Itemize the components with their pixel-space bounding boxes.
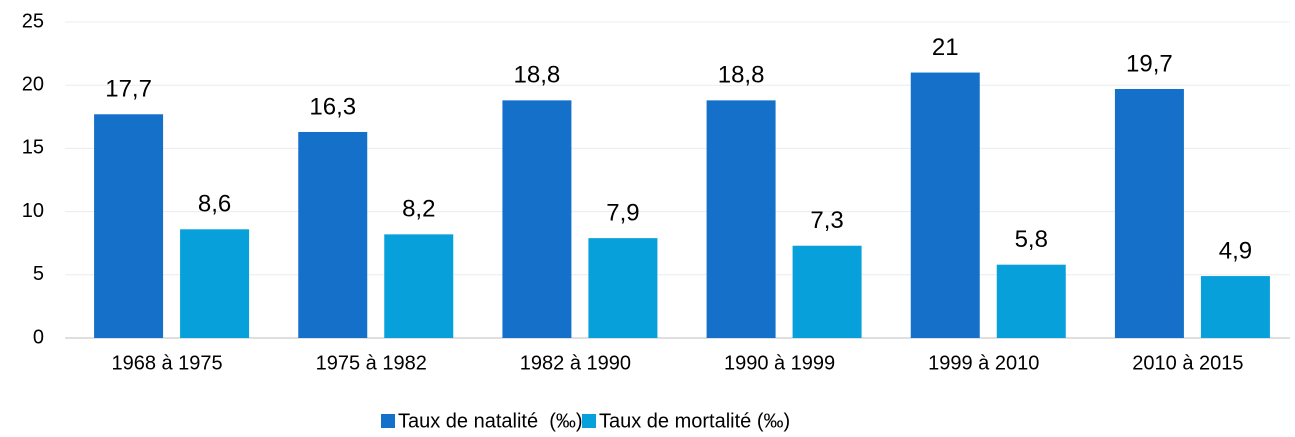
y-tick-label: 0 <box>33 326 44 348</box>
y-tick-label: 15 <box>22 137 44 159</box>
bar <box>910 72 980 338</box>
bar <box>996 264 1066 338</box>
bar <box>502 100 572 338</box>
bar <box>94 114 164 338</box>
legend-swatch <box>381 414 395 428</box>
value-label: 8,2 <box>402 196 435 223</box>
value-label: 21 <box>932 34 959 61</box>
x-tick-label: 1975 à 1982 <box>316 352 427 374</box>
value-label: 5,8 <box>1015 226 1048 253</box>
bar <box>298 131 368 338</box>
y-tick-label: 10 <box>22 200 44 222</box>
legend-label: Taux de natalité (‰) <box>398 410 583 432</box>
legend-swatch <box>582 414 596 428</box>
value-label: 18,8 <box>514 62 561 89</box>
value-label: 16,3 <box>309 93 356 120</box>
bar <box>384 234 454 338</box>
legend-label: Taux de mortalité (‰) <box>599 410 790 432</box>
x-tick-label: 1999 à 2010 <box>928 352 1039 374</box>
value-label: 7,3 <box>810 207 843 234</box>
value-label: 8,6 <box>198 191 231 218</box>
value-label: 7,9 <box>606 199 639 226</box>
y-tick-label: 20 <box>22 73 44 95</box>
x-tick-label: 1990 à 1999 <box>724 352 835 374</box>
bar <box>180 229 250 338</box>
bar <box>706 100 776 338</box>
x-tick-label: 2010 à 2015 <box>1132 352 1243 374</box>
value-label: 17,7 <box>105 76 152 103</box>
value-label: 18,8 <box>718 62 765 89</box>
value-label: 4,9 <box>1219 237 1252 264</box>
y-tick-label: 25 <box>22 10 44 32</box>
bar <box>588 238 658 338</box>
bar <box>1200 276 1270 338</box>
bar <box>1114 88 1184 338</box>
value-label: 19,7 <box>1126 50 1173 77</box>
x-tick-label: 1982 à 1990 <box>520 352 631 374</box>
x-tick-label: 1968 à 1975 <box>111 352 222 374</box>
bar <box>792 245 862 338</box>
y-tick-label: 5 <box>33 263 44 285</box>
